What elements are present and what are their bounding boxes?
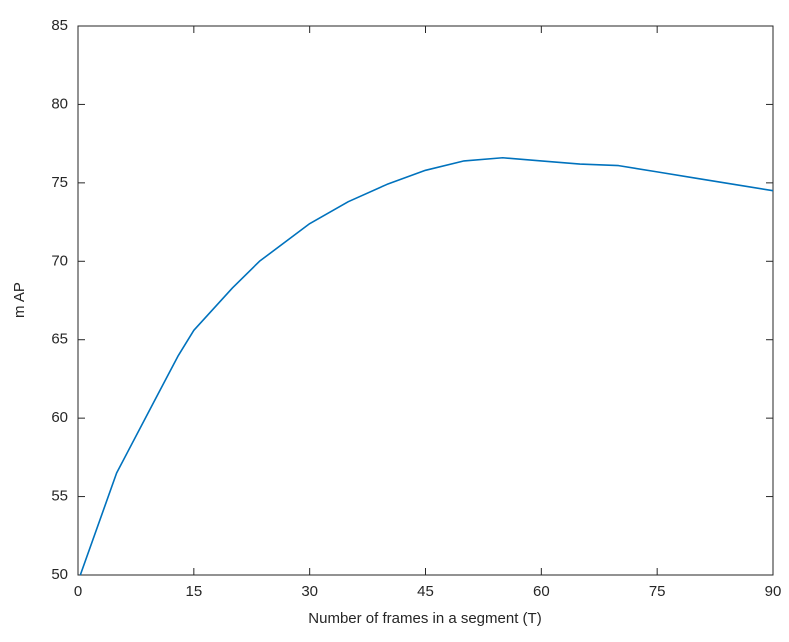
y-tick-label: 75 — [51, 174, 68, 191]
plot-frame — [77, 25, 774, 576]
y-tick-label: 70 — [51, 252, 68, 269]
y-tick-label: 55 — [51, 488, 68, 505]
x-tick-label: 75 — [649, 583, 666, 600]
x-tick-label: 60 — [533, 583, 550, 600]
y-axis-label: m AP — [11, 282, 28, 318]
y-tick-label: 80 — [51, 95, 68, 112]
y-tick-label: 65 — [51, 331, 68, 348]
data-line — [79, 156, 774, 576]
y-tick-label: 85 — [51, 17, 68, 34]
x-tick-label: 15 — [185, 583, 202, 600]
x-axis-label: Number of frames in a segment (T) — [308, 610, 541, 627]
x-tick-label: 90 — [765, 583, 782, 600]
x-tick-label: 45 — [417, 583, 434, 600]
x-tick-label: 30 — [301, 583, 318, 600]
x-tick-label: 0 — [74, 583, 82, 600]
y-tick-label: 60 — [51, 409, 68, 426]
y-tick-label: 50 — [51, 566, 68, 583]
